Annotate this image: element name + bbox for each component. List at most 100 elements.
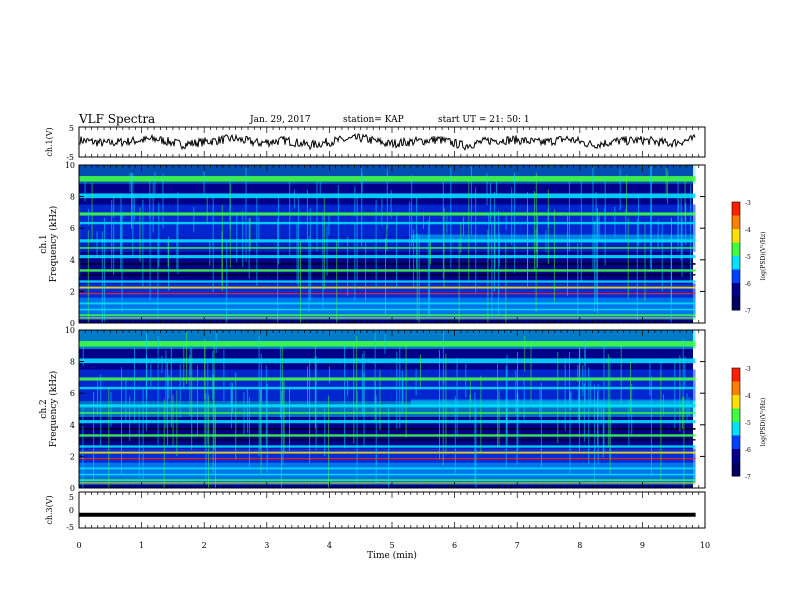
- spec-streak: [138, 404, 140, 478]
- spec-streak: [564, 357, 566, 431]
- spec-streak: [418, 234, 420, 323]
- spec-streak: [328, 395, 330, 488]
- spec-band: [79, 457, 696, 460]
- ch1-colorbar: -3 -4 -5 -6 -7 log(PSD)(V²/Hz): [731, 200, 767, 315]
- spec-streak: [375, 395, 377, 484]
- spec-streak: [399, 346, 401, 429]
- spec-streak: [167, 241, 169, 267]
- spec-streak: [626, 175, 627, 214]
- ch3-ytick-top: 5: [69, 493, 74, 502]
- time-tick-label: 1: [139, 541, 144, 550]
- spec-streak: [442, 380, 444, 466]
- ch3-ytick-bottom: -5: [66, 523, 74, 532]
- spec-band: [79, 262, 696, 265]
- spec-streak: [158, 202, 160, 267]
- spec-streak: [429, 216, 431, 317]
- time-axis-label: Time (min): [367, 550, 417, 561]
- spec-streak: [259, 387, 261, 451]
- spec-streak: [527, 205, 529, 282]
- spec-ytick-label: 4: [70, 256, 75, 265]
- spec-streak: [82, 343, 84, 366]
- spec-streak: [506, 401, 508, 447]
- colorbar-segment: [732, 462, 740, 477]
- spec-streak: [204, 346, 206, 400]
- spec-streak: [375, 199, 377, 289]
- spec-streak: [324, 405, 326, 456]
- spec-band: [79, 239, 696, 243]
- spec-ytick-label: 2: [70, 287, 75, 296]
- spec-streak: [474, 392, 476, 484]
- spec-streak: [142, 199, 144, 288]
- spec-band: [79, 412, 696, 414]
- spec-streak: [248, 396, 250, 469]
- spec-streak: [242, 211, 244, 267]
- spec-streak: [193, 206, 195, 233]
- spec-streak: [289, 389, 290, 452]
- spec-streak: [665, 168, 667, 197]
- spec-streak: [416, 196, 418, 269]
- colorbar-segment: [732, 256, 740, 270]
- spec-streak: [514, 172, 516, 273]
- spec-streak: [183, 345, 185, 388]
- spec-streak: [179, 363, 181, 418]
- colorbar-segment: [732, 229, 740, 243]
- ch1-ytick-top: 5: [69, 124, 74, 133]
- spec-streak: [277, 218, 279, 323]
- colorbar-tick-label: -4: [745, 227, 751, 234]
- colorbar-segment: [732, 381, 740, 396]
- colorbar-frame: [731, 201, 741, 311]
- spec-streak: [569, 392, 571, 475]
- spec-band: [79, 280, 696, 283]
- colorbar-label: log(PSD)(V²/Hz): [760, 398, 767, 447]
- spec-streak: [413, 229, 415, 287]
- spec-streak: [168, 375, 170, 399]
- spec-streak: [283, 381, 285, 454]
- spec-streak: [660, 372, 662, 481]
- ch1-waveform-panel: 5 -5 ch.1(V): [45, 124, 706, 162]
- spec-no-data: [695, 165, 705, 323]
- spec-streak: [121, 213, 123, 312]
- spec-streak: [84, 182, 86, 202]
- colorbar-segment: [732, 202, 740, 216]
- spec-streak: [540, 382, 542, 468]
- spec-streak: [625, 209, 627, 240]
- spec-streak: [226, 240, 228, 323]
- spec-streak: [557, 351, 559, 444]
- spec-streak: [79, 206, 81, 227]
- spec-streak: [463, 216, 465, 236]
- spec-streak: [385, 237, 386, 315]
- ch1-waveform-ylabel: ch.1(V): [45, 127, 54, 156]
- spec-streak: [258, 217, 260, 241]
- spec-streak: [496, 180, 497, 198]
- spec-streak: [442, 179, 444, 279]
- spec-streak: [197, 365, 198, 436]
- spec-band: [79, 427, 696, 430]
- spec-streak: [282, 378, 284, 466]
- spec-streak: [486, 173, 488, 206]
- spec-streak: [172, 394, 174, 447]
- ch2-colorbar: -3 -4 -5 -6 -7 log(PSD)(V²/Hz): [731, 366, 767, 481]
- spec-streak: [409, 201, 411, 271]
- spec-streak: [258, 336, 260, 380]
- spec-streak: [152, 182, 154, 233]
- spec-streak: [443, 207, 445, 289]
- spec-streak: [347, 236, 349, 296]
- spec-streak: [243, 392, 245, 435]
- spec-ytick-label: 6: [70, 389, 75, 398]
- spec-streak: [231, 386, 233, 429]
- spec-streak: [690, 184, 692, 282]
- spec-streak: [289, 181, 291, 258]
- colorbar-frame: [731, 367, 741, 477]
- spec-streak: [353, 342, 355, 444]
- colorbar-segment: [732, 215, 740, 230]
- spec-streak: [657, 219, 659, 250]
- spec-streak: [87, 209, 89, 226]
- spec-streak: [470, 166, 472, 235]
- spec-streak: [113, 196, 115, 218]
- spec-band: [79, 286, 696, 289]
- spec-band: [79, 308, 696, 311]
- spec-ytick-label: 0: [70, 484, 75, 493]
- spec-streak: [374, 332, 376, 407]
- ch1-ytick-bottom: -5: [66, 153, 74, 162]
- spec-streak: [660, 358, 662, 375]
